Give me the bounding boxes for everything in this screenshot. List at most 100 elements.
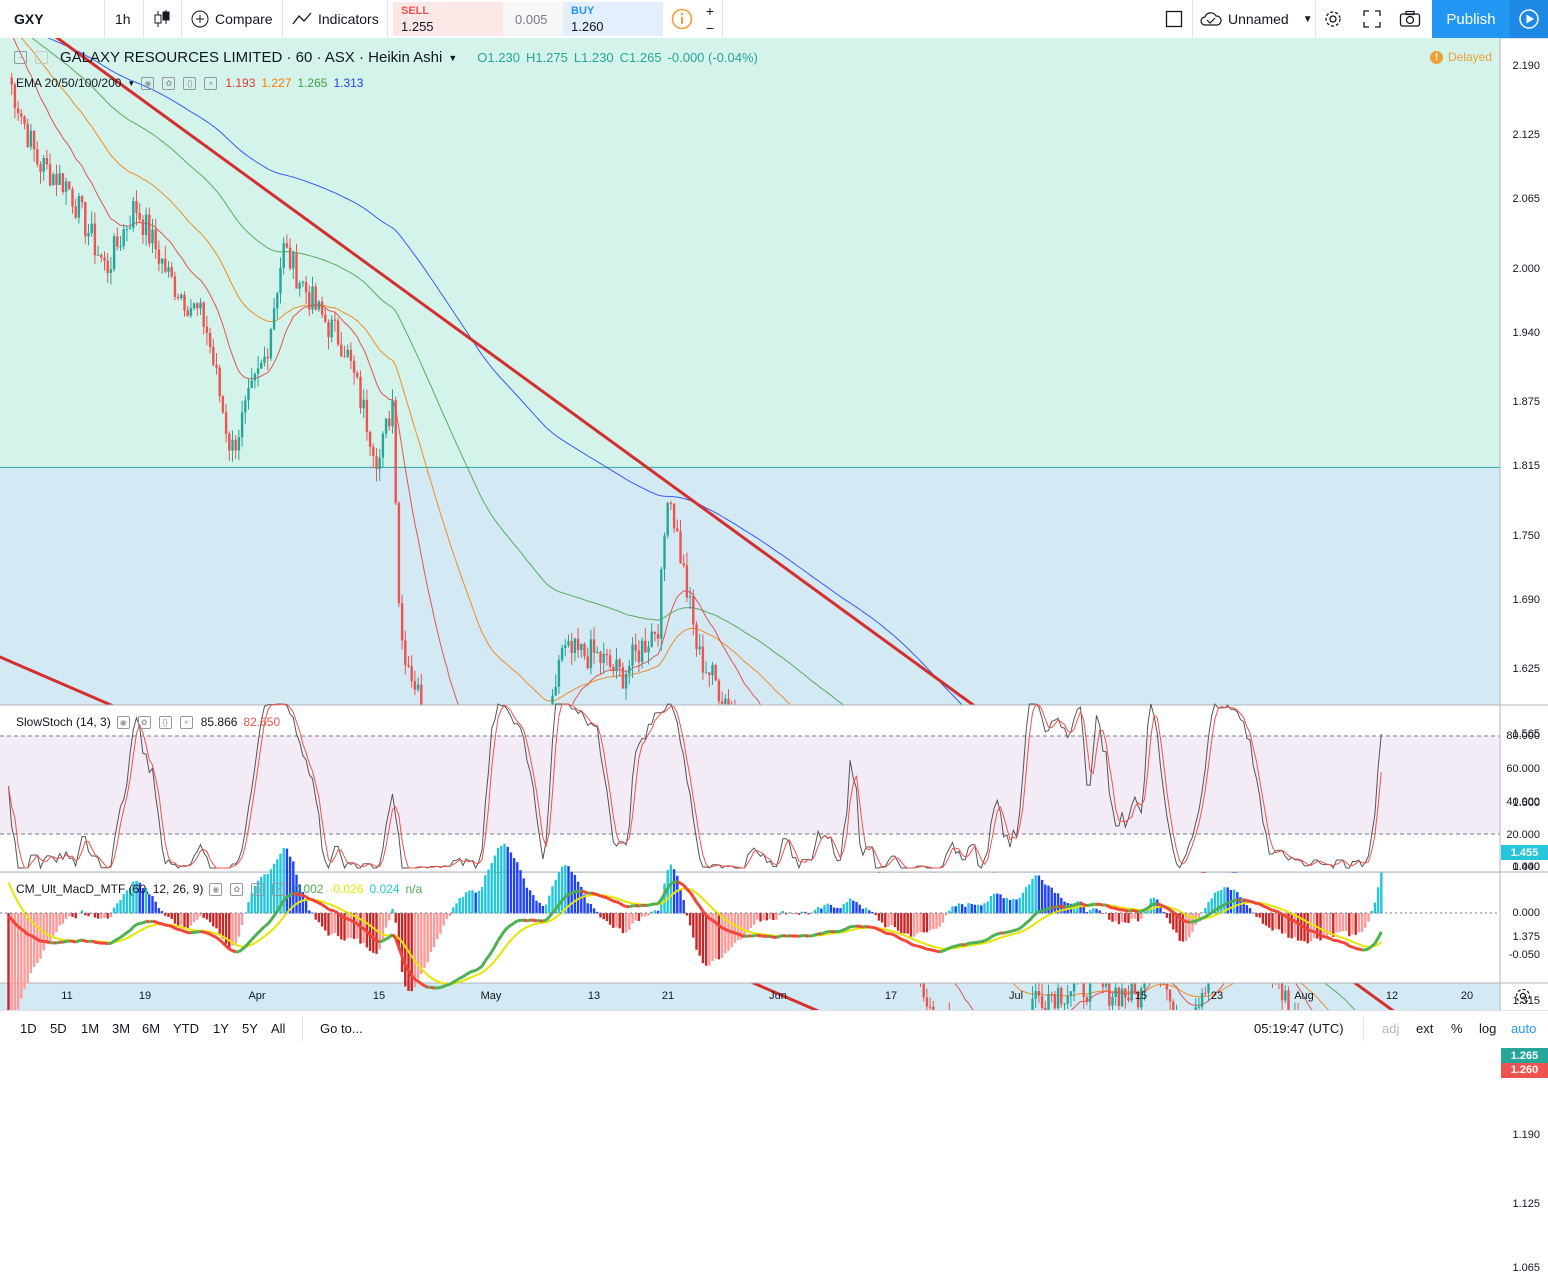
percent-toggle[interactable]: % (1451, 1021, 1463, 1036)
eye-icon[interactable]: ◉ (141, 77, 154, 90)
layout-menu[interactable]: Unnamed ▼ (1200, 0, 1313, 38)
goto-button[interactable]: Go to... (320, 1021, 363, 1036)
macd-line-segment (930, 950, 933, 951)
candle-body (350, 350, 352, 361)
range-5d[interactable]: 5D (50, 1021, 67, 1036)
candle-body (295, 252, 297, 288)
close-icon[interactable]: × (204, 77, 217, 90)
macd-histogram-bar (827, 904, 829, 914)
snapshot-button[interactable] (1399, 0, 1421, 38)
qty-increase-button[interactable]: + (702, 2, 718, 19)
braces-icon[interactable]: {} (183, 77, 196, 90)
settings-button[interactable] (1323, 0, 1343, 38)
macd-histogram-bar (900, 913, 902, 933)
range-1y[interactable]: 1Y (213, 1021, 229, 1036)
gear-icon[interactable]: ✿ (162, 77, 175, 90)
macd-histogram-bar (862, 909, 864, 914)
macd-line-segment (181, 930, 184, 931)
price-tick: 1.940 (1512, 327, 1540, 339)
macd-line-segment (1161, 905, 1164, 906)
range-ytd[interactable]: YTD (173, 1021, 199, 1036)
macd-v3: 0.024 (369, 882, 399, 896)
gear-icon[interactable]: ✿ (138, 716, 151, 729)
range-5y[interactable]: 5Y (242, 1021, 258, 1036)
macd-line-segment (306, 897, 309, 899)
chevron-down-icon[interactable]: ▼ (127, 79, 135, 88)
candle-body (571, 641, 573, 653)
indicators-button[interactable]: Indicators (292, 0, 379, 38)
clock-time[interactable]: 05:19:47 (UTC) (1254, 1021, 1344, 1036)
macd-histogram-bar (855, 902, 857, 913)
adj-toggle[interactable]: adj (1382, 1021, 1399, 1036)
eye-icon[interactable]: ◉ (209, 883, 222, 896)
publish-button[interactable]: Publish (1432, 0, 1510, 38)
collapse-icon[interactable]: − (14, 51, 27, 64)
candle-body (145, 215, 147, 235)
macd-histogram-bar (638, 913, 640, 921)
chevron-down-icon[interactable]: ▼ (448, 53, 457, 63)
macd-line-segment (933, 950, 936, 951)
macd-histogram-bar (7, 913, 9, 1010)
braces-icon[interactable]: {} (251, 883, 264, 896)
replay-button[interactable] (1510, 0, 1548, 38)
macd-line-segment (1090, 904, 1093, 905)
delayed-badge[interactable]: ! Delayed (1430, 50, 1492, 64)
ext-toggle[interactable]: ext (1416, 1021, 1433, 1036)
qty-decrease-button[interactable]: − (702, 19, 718, 36)
macd-histogram-bar (420, 913, 422, 974)
candle-body (599, 652, 601, 663)
macd-line-segment (1244, 900, 1247, 901)
close-icon[interactable]: × (272, 883, 285, 896)
macd-histogram-bar (935, 913, 937, 929)
macd-line-segment (1135, 911, 1138, 912)
macd-line-segment (732, 932, 735, 933)
range-1d[interactable]: 1D (20, 1021, 37, 1036)
macd-histogram-bar (609, 913, 611, 925)
compare-button[interactable]: Compare (191, 0, 273, 38)
fullscreen-toggle[interactable] (1165, 0, 1183, 38)
sell-button[interactable]: SELL 1.255 (393, 2, 503, 36)
candle-body (334, 320, 336, 321)
buy-button[interactable]: BUY 1.260 (563, 2, 663, 36)
candle-body (615, 660, 617, 672)
interval-button[interactable]: 1h (115, 0, 131, 38)
macd-line-segment (581, 891, 584, 892)
macd-histogram-bar (171, 913, 173, 919)
auto-toggle[interactable]: auto (1511, 1021, 1536, 1036)
chart-style-button[interactable] (153, 0, 171, 38)
range-3m[interactable]: 3M (112, 1021, 130, 1036)
candle-body (695, 624, 697, 649)
symbol-search[interactable]: GXY (14, 0, 44, 38)
macd-histogram-bar (1265, 913, 1267, 926)
candle-body (263, 357, 265, 363)
trade-info-button[interactable] (671, 0, 693, 38)
macd-line-segment (1359, 949, 1362, 950)
macd-line-segment (450, 982, 453, 984)
flag-icon[interactable] (35, 51, 48, 64)
range-1m[interactable]: 1M (81, 1021, 99, 1036)
eye-icon[interactable]: ◉ (117, 716, 130, 729)
macd-line-segment (527, 920, 530, 921)
candle-body (33, 131, 35, 150)
macd-line-segment (1071, 905, 1074, 906)
range-all[interactable]: All (271, 1021, 285, 1036)
axis-settings-button[interactable] (1514, 987, 1532, 1010)
gear-icon[interactable]: ✿ (230, 883, 243, 896)
braces-icon[interactable]: {} (159, 716, 172, 729)
macd-line-segment (908, 942, 911, 944)
log-toggle[interactable]: log (1479, 1021, 1496, 1036)
macd-histogram-bar (1012, 899, 1014, 913)
macd-line-segment (1324, 936, 1327, 937)
chart-area[interactable] (0, 38, 1548, 1010)
range-6m[interactable]: 6M (142, 1021, 160, 1036)
macd-line-segment (892, 934, 895, 935)
candle-body (683, 563, 685, 565)
macd-histogram-bar (535, 901, 537, 914)
fullscreen-button[interactable] (1363, 0, 1381, 38)
macd-histogram-bar (452, 907, 454, 913)
close-icon[interactable]: × (180, 716, 193, 729)
macd-line-segment (681, 883, 684, 885)
macd-histogram-bar (324, 913, 326, 931)
macd-histogram-bar (337, 913, 339, 936)
ema100-value: 1.265 (297, 76, 327, 90)
